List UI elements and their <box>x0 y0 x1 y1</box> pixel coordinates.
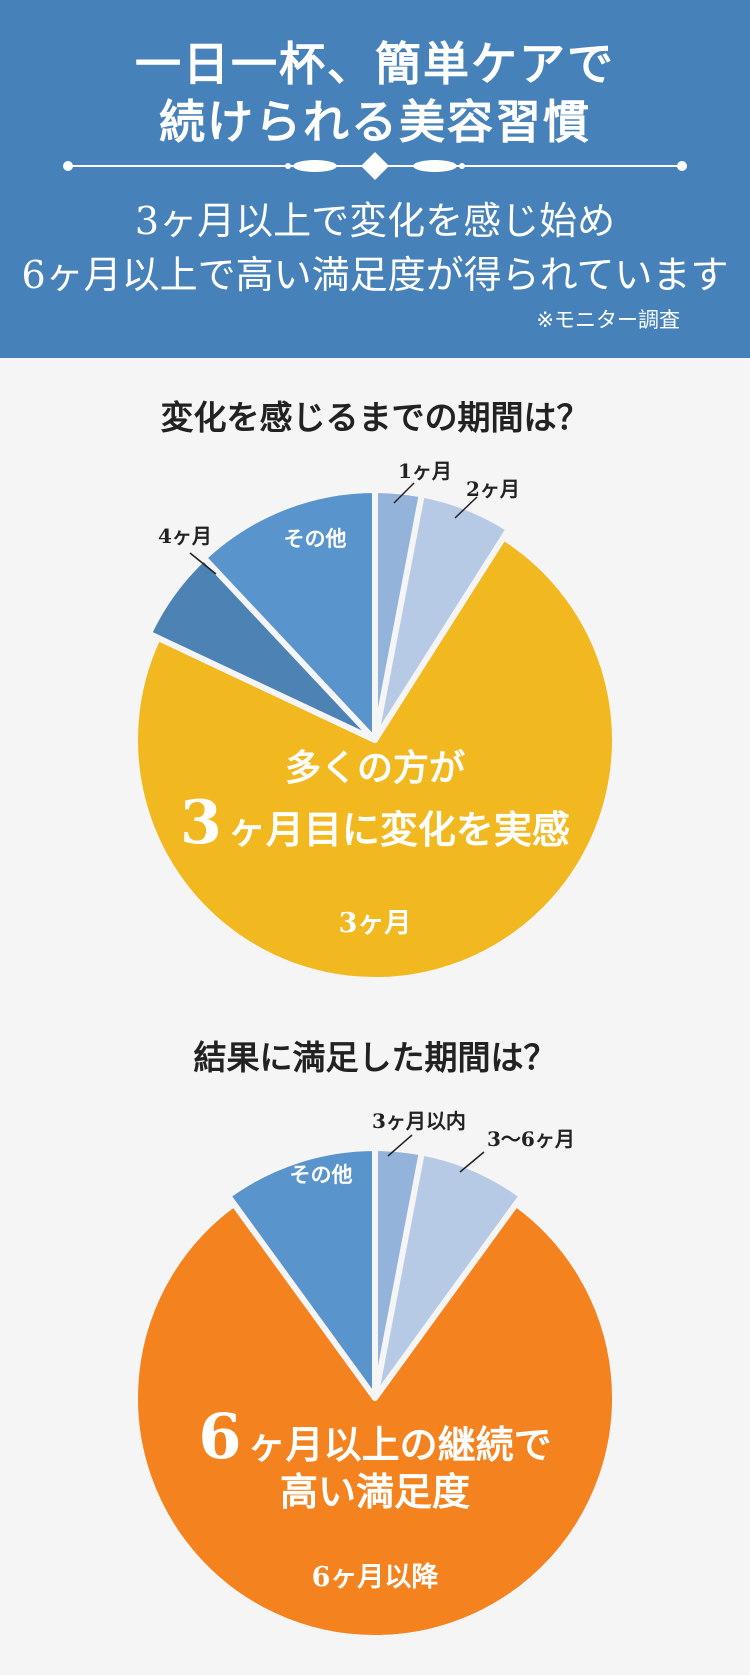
slice-label-other2: その他 <box>290 1163 353 1187</box>
leader-line-3to6m <box>459 1151 485 1173</box>
slice-label-4m: 4ヶ月 <box>158 524 212 548</box>
chart1-slice-2 <box>132 534 618 983</box>
chart1-title: 変化を感じるまでの期間は？ <box>160 398 590 437</box>
callout2-text: ヶ月以上の継続で <box>248 1422 552 1467</box>
slice-label-other: その他 <box>284 527 347 551</box>
page-title-line1: 一日一杯、簡単ケアで <box>135 37 615 91</box>
leader-line-2m <box>454 496 478 519</box>
survey-note: ※モニター調査 <box>536 308 680 332</box>
slice-label-6m-plus: 6ヶ月以降 <box>312 1562 440 1593</box>
slice-label-within3m: 3ヶ月以内 <box>372 1109 466 1133</box>
callout2-line1: 6 ヶ月以上の継続で <box>198 1400 551 1473</box>
callout-line2: 3 ヶ月目に変化を実感 <box>180 788 570 858</box>
chart2-title: 結果に満足した期間は？ <box>193 1038 557 1077</box>
callout2-line2: 高い満足度 <box>280 1469 470 1514</box>
callout-line1: 多くの方が <box>285 747 465 789</box>
chart1-slice-1 <box>372 491 512 743</box>
pie-chart-satisfaction-period: 3ヶ月以内 3〜6ヶ月 その他 6 ヶ月以上の継続で 高い満足度 6ヶ月以降 <box>132 1109 618 1641</box>
ornament-divider-icon <box>63 152 687 180</box>
page-title-line2: 続けられる美容習慣 <box>159 95 591 149</box>
callout-text: ヶ月目に変化を実感 <box>228 807 570 852</box>
callout2-number: 6 <box>198 1400 241 1473</box>
slice-label-3m: 3ヶ月 <box>339 908 412 939</box>
subtitle-line2: 6ヶ月以上で高い満足度が得られています <box>21 253 729 297</box>
subtitle-line1: 3ヶ月以上で変化を感じ始め <box>134 199 616 243</box>
chart2-slice-1 <box>372 1149 525 1401</box>
leader-line-within3m <box>387 1134 413 1157</box>
slice-label-1m: 1ヶ月 <box>398 459 452 483</box>
leader-line-1m <box>393 482 415 504</box>
slice-label-2m: 2ヶ月 <box>466 477 520 501</box>
callout-number: 3 <box>180 788 222 858</box>
leader-line-4m <box>189 552 217 575</box>
slice-label-3to6m: 3〜6ヶ月 <box>487 1127 575 1151</box>
header-banner: 一日一杯、簡単ケアで 続けられる美容習慣 3ヶ月以上で変化を感じ始め 6ヶ月以上… <box>0 0 750 358</box>
chart2-slice-2 <box>132 1200 618 1641</box>
chart1-slice-4 <box>200 487 378 743</box>
chart2-slice-3 <box>225 1145 378 1401</box>
pie-chart-period-to-change: 1ヶ月 2ヶ月 4ヶ月 その他 多くの方が 3 ヶ月目に変化を実感 3ヶ月 <box>132 459 618 983</box>
